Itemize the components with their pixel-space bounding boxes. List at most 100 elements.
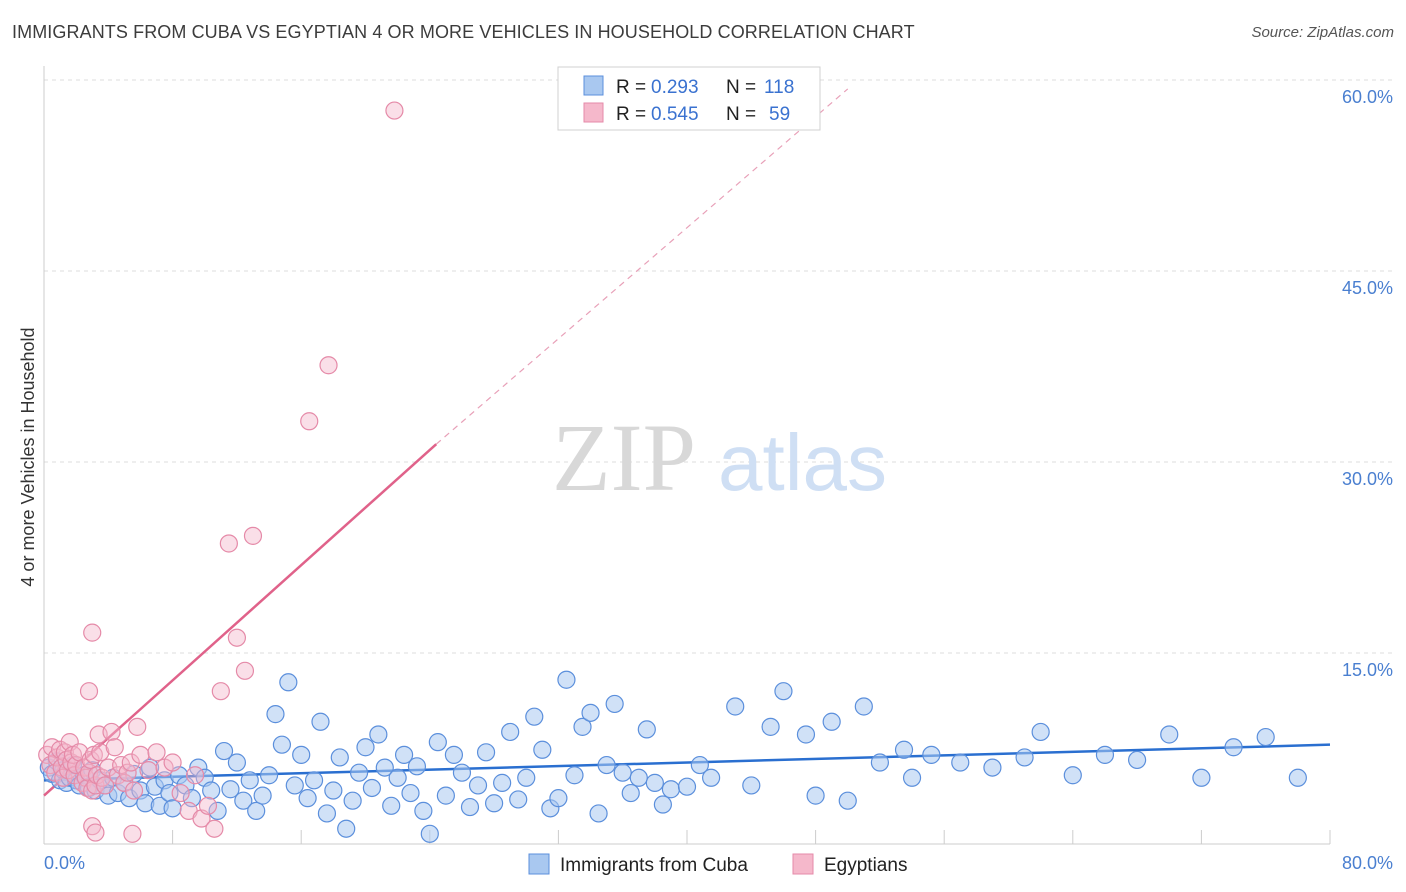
- point-cuba-69: [420, 824, 439, 843]
- point-cuba-52: [311, 712, 330, 731]
- point-cuba-89: [581, 703, 600, 722]
- point-cuba-125: [1224, 738, 1243, 757]
- point-cuba-91: [597, 755, 616, 775]
- point-egyptians-41: [131, 745, 150, 764]
- point-cuba-63: [382, 796, 401, 815]
- point-cuba-58: [349, 763, 369, 782]
- point-cuba-115: [922, 745, 941, 764]
- point-cuba-126: [1256, 727, 1275, 747]
- point-egyptians-50: [198, 796, 218, 815]
- point-egyptians-28: [91, 743, 110, 762]
- point-cuba-119: [1031, 722, 1050, 742]
- point-cuba-88: [573, 717, 592, 736]
- legend-n-value-1: 59: [769, 104, 790, 125]
- point-cuba-118: [1015, 748, 1034, 767]
- point-cuba-56: [337, 819, 356, 838]
- point-cuba-99: [661, 780, 681, 799]
- legend-n-value-0: 118: [764, 77, 794, 98]
- point-cuba-60: [362, 778, 382, 798]
- point-cuba-29: [163, 799, 182, 818]
- point-cuba-120: [1063, 766, 1082, 785]
- point-cuba-86: [557, 670, 576, 689]
- trend-lines: [43, 88, 1331, 797]
- point-cuba-111: [854, 697, 873, 716]
- point-cuba-46: [272, 735, 292, 754]
- point-cuba-51: [304, 771, 324, 790]
- point-cuba-48: [285, 776, 304, 795]
- point-cuba-76: [476, 743, 496, 762]
- point-egyptians-63: [123, 824, 142, 843]
- point-cuba-110: [838, 791, 857, 810]
- point-cuba-42: [247, 801, 266, 820]
- point-cuba-83: [533, 740, 552, 759]
- y-tick-label-3: 60.0%: [1342, 87, 1393, 107]
- y-tick-label-2: 45.0%: [1342, 278, 1393, 298]
- point-cuba-117: [983, 758, 1002, 777]
- point-egyptians-62: [83, 623, 102, 642]
- x-tick-label-0: 0.0%: [44, 853, 85, 873]
- point-cuba-95: [629, 768, 648, 787]
- point-cuba-77: [485, 794, 504, 813]
- trend-line-egyptians: [43, 443, 438, 797]
- watermark-zip: ZIP: [552, 404, 696, 511]
- point-cuba-61: [369, 725, 388, 744]
- bottom-legend-label-egyptians: Egyptians: [824, 855, 907, 876]
- point-egyptians-39: [124, 781, 144, 800]
- series-egyptians: [38, 101, 404, 843]
- point-egyptians-22: [81, 750, 100, 770]
- watermark: ZIP atlas: [552, 404, 887, 511]
- point-egyptians-43: [147, 743, 166, 762]
- series-immigrants-from-cuba: [39, 670, 1307, 843]
- point-cuba-78: [493, 773, 512, 792]
- point-cuba-37: [214, 741, 234, 761]
- legend-n-label-0: N =: [726, 77, 756, 98]
- point-cuba-45: [266, 705, 285, 724]
- point-egyptians-56: [243, 526, 263, 545]
- legend-r-label-0: R =: [616, 77, 646, 98]
- y-axis-label: 4 or more Vehicles in Household: [18, 327, 38, 586]
- point-cuba-112: [870, 753, 890, 772]
- point-egyptians-61: [79, 682, 99, 701]
- point-egyptians-60: [86, 823, 105, 842]
- point-egyptians-51: [205, 819, 224, 838]
- point-cuba-66: [401, 783, 420, 803]
- legend-r-value-1: 0.545: [651, 104, 699, 125]
- legend-swatch-pink: [583, 102, 604, 123]
- legend-n-label-1: N =: [726, 104, 756, 125]
- point-cuba-44: [259, 766, 279, 785]
- legend-swatch-blue: [583, 75, 604, 96]
- point-cuba-80: [509, 790, 528, 809]
- trend-line-cuba: [43, 743, 1331, 782]
- legend-r-value-0: 0.293: [651, 77, 699, 98]
- point-cuba-82: [525, 707, 544, 726]
- point-cuba-36: [208, 801, 227, 820]
- y-tick-label-0: 15.0%: [1342, 660, 1393, 680]
- point-cuba-54: [324, 781, 343, 800]
- point-cuba-49: [292, 745, 311, 764]
- point-cuba-124: [1192, 768, 1211, 787]
- point-egyptians-36: [115, 773, 134, 792]
- point-cuba-94: [621, 783, 640, 803]
- point-cuba-96: [637, 720, 656, 739]
- point-cuba-65: [394, 745, 414, 764]
- point-egyptians-52: [211, 682, 230, 701]
- point-cuba-68: [414, 801, 433, 820]
- point-cuba-43: [253, 786, 272, 805]
- point-egyptians-33: [105, 738, 124, 757]
- point-egyptians-58: [319, 356, 338, 375]
- bottom-legend-swatch-blue: [528, 853, 550, 875]
- point-egyptians-64: [385, 101, 404, 120]
- point-egyptians-40: [128, 717, 147, 736]
- point-cuba-39: [227, 753, 246, 772]
- point-cuba-100: [677, 777, 697, 796]
- point-egyptians-30: [95, 776, 115, 795]
- point-cuba-93: [613, 763, 632, 782]
- point-egyptians-37: [118, 763, 137, 782]
- chart-title: IMMIGRANTS FROM CUBA VS EGYPTIAN 4 OR MO…: [12, 22, 915, 42]
- point-cuba-121: [1095, 745, 1115, 764]
- source-label: Source: ZipAtlas.com: [1251, 24, 1394, 41]
- point-egyptians-32: [102, 722, 121, 742]
- point-cuba-41: [240, 771, 259, 790]
- point-egyptians-57: [300, 412, 319, 431]
